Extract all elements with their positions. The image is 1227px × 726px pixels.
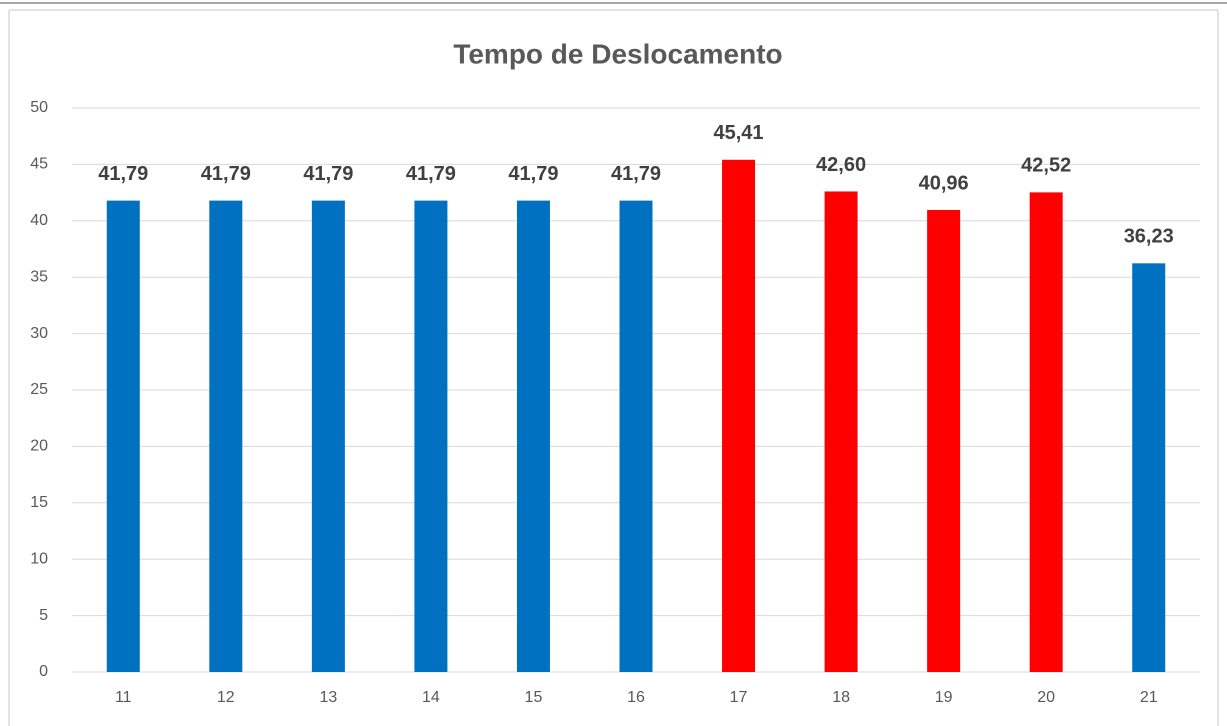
x-tick-label: 19 — [935, 689, 953, 706]
data-label: 42,52 — [1021, 155, 1071, 177]
data-label: 41,79 — [98, 163, 148, 185]
y-tick-label: 50 — [30, 99, 48, 116]
y-tick-label: 15 — [30, 494, 48, 511]
x-tick-label: 21 — [1140, 689, 1158, 706]
y-tick-label: 35 — [30, 268, 48, 285]
bar — [311, 200, 345, 672]
data-label: 41,79 — [201, 163, 251, 185]
data-label: 41,79 — [406, 163, 456, 185]
y-tick-label: 10 — [30, 550, 48, 567]
y-tick-label: 20 — [30, 438, 48, 455]
data-label: 41,79 — [303, 163, 353, 185]
x-tick-label: 14 — [422, 689, 440, 706]
x-tick-label: 15 — [525, 689, 543, 706]
y-tick-label: 5 — [39, 607, 48, 624]
bar — [1029, 192, 1063, 673]
bar — [414, 200, 448, 672]
y-tick-label: 0 — [39, 663, 48, 680]
bar — [1132, 263, 1166, 672]
x-tick-label: 11 — [115, 689, 132, 706]
x-tick-label: 16 — [627, 689, 645, 706]
data-label: 41,79 — [611, 163, 661, 185]
chart-title: Tempo de Deslocamento — [453, 38, 782, 69]
bar — [619, 200, 653, 672]
x-tick-label: 20 — [1037, 689, 1055, 706]
x-tick-label: 18 — [832, 689, 850, 706]
y-tick-label: 30 — [30, 325, 48, 342]
bar — [209, 200, 243, 672]
bar — [927, 209, 961, 673]
data-label: 40,96 — [919, 172, 969, 194]
bar — [516, 200, 550, 672]
y-tick-label: 40 — [30, 212, 48, 229]
data-label: 36,23 — [1124, 226, 1174, 248]
bar — [722, 159, 756, 672]
y-tick-label: 25 — [30, 381, 48, 398]
data-label: 42,60 — [816, 154, 866, 176]
bar — [824, 191, 858, 673]
x-tick-label: 13 — [319, 689, 337, 706]
bar — [106, 200, 140, 672]
data-label: 41,79 — [508, 163, 558, 185]
x-tick-label: 17 — [730, 689, 748, 706]
y-tick-label: 45 — [30, 156, 48, 173]
x-tick-label: 12 — [217, 689, 235, 706]
data-label: 45,41 — [714, 122, 764, 144]
